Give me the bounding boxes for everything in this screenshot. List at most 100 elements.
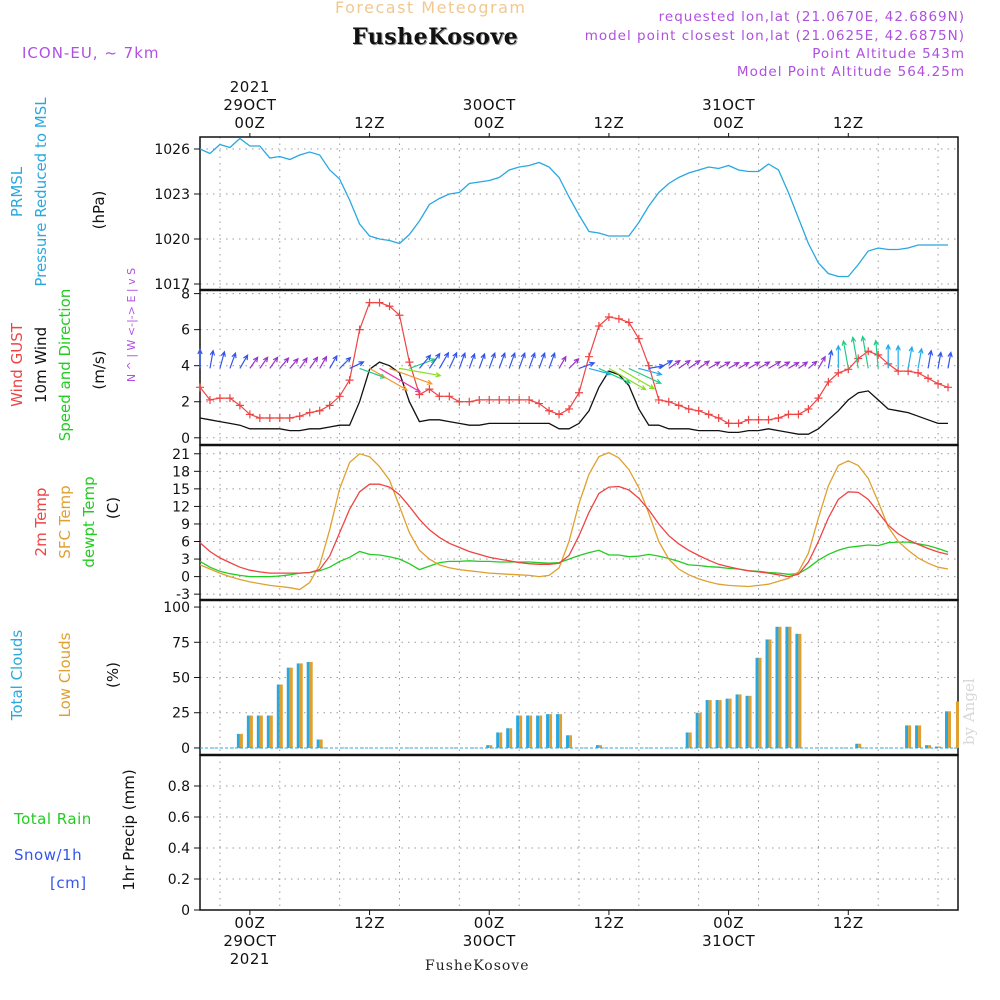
- total-cloud-bar: [286, 667, 290, 748]
- total-cloud-bar: [705, 700, 709, 748]
- precip-ylabel-text: 1hr Precip (mm): [120, 769, 138, 890]
- total-cloud-bar: [945, 711, 949, 748]
- cloud-ylabel-text: Low Clouds: [56, 632, 74, 717]
- gust-marker: [245, 410, 254, 419]
- gust-marker: [684, 404, 693, 413]
- gust-marker: [365, 298, 374, 307]
- sfc-line: [199, 451, 949, 591]
- rain-label: Total Rain: [13, 810, 92, 828]
- gust-marker: [754, 415, 763, 424]
- time-tick-label-bottom: 2021: [230, 950, 270, 968]
- y-tick-label: 6: [181, 535, 190, 551]
- low-cloud-bar: [758, 657, 762, 748]
- y-tick-label: 100: [163, 600, 190, 616]
- gust-marker: [764, 415, 773, 424]
- wind-direction-arrow: [229, 351, 237, 369]
- y-tick-label: 75: [172, 635, 190, 651]
- wind-direction-arrow: [299, 356, 308, 369]
- total-cloud-bar: [316, 739, 320, 748]
- wind-ylabel: Speed and Direction: [56, 289, 74, 442]
- gust-marker: [455, 397, 464, 406]
- gust-marker: [704, 410, 713, 419]
- pressure-ylabel: Pressure Reduced to MSL: [32, 97, 50, 287]
- low-cloud-bar: [938, 746, 942, 748]
- gust-marker: [225, 394, 234, 403]
- low-cloud-bar: [569, 735, 573, 748]
- wind-direction-arrow: [895, 344, 901, 369]
- gust-marker: [345, 376, 354, 385]
- footer-station-label: FusheKosove: [425, 958, 530, 974]
- temp-ylabel-text: 2m Temp: [32, 488, 50, 557]
- gust-marker: [535, 399, 544, 408]
- wind-direction-arrow: [329, 354, 338, 369]
- wind-direction-arrow: [438, 351, 450, 369]
- gust-marker: [934, 379, 943, 388]
- time-tick-label-top: 29OCT: [223, 96, 276, 114]
- gust-marker: [555, 410, 564, 419]
- meteogram-title: Forecast Meteogram: [335, 0, 527, 17]
- wind-direction-arrow: [389, 367, 434, 385]
- wind-direction-arrow: [728, 361, 740, 369]
- low-cloud-bar: [598, 745, 602, 748]
- total-cloud-bar: [725, 698, 729, 748]
- gust-marker: [694, 406, 703, 415]
- low-cloud-bar: [798, 633, 802, 748]
- wind-direction-arrow: [568, 357, 580, 369]
- time-tick-label-bottom: 12Z: [593, 914, 624, 932]
- wind-direction-arrow: [197, 348, 203, 369]
- pressure-ylabel-text: Pressure Reduced to MSL: [32, 97, 50, 287]
- total-cloud-bar: [516, 715, 520, 748]
- wind-direction-arrow: [718, 361, 731, 369]
- gust-marker: [804, 404, 813, 413]
- gust-marker: [854, 354, 863, 363]
- y-tick-label: 15: [172, 482, 190, 498]
- gust-marker: [525, 395, 534, 404]
- wind-direction-arrow: [841, 339, 849, 369]
- wind-ylabel-text: 10m Wind: [32, 327, 50, 403]
- y-tick-label: 0.4: [168, 841, 190, 857]
- low-cloud-bar: [509, 728, 513, 748]
- wind-direction-arrow: [269, 356, 279, 369]
- total-cloud-bar: [715, 700, 719, 748]
- low-cloud-bar: [718, 700, 722, 748]
- compass-legend: N ^ | W <-|-> E | v S: [125, 268, 138, 382]
- low-cloud-bar: [728, 698, 732, 748]
- total-cloud-bar: [246, 715, 250, 748]
- low-cloud-bar: [948, 711, 952, 748]
- low-cloud-bar: [908, 725, 912, 748]
- total-cloud-bar: [296, 663, 300, 748]
- wind-direction-arrow: [738, 361, 750, 369]
- precip-ylabel: 1hr Precip (mm): [120, 769, 138, 890]
- low-cloud-bar: [708, 700, 712, 748]
- y-tick-label: 2: [181, 395, 190, 411]
- gust-marker: [235, 401, 244, 410]
- y-tick-label: 0.2: [168, 872, 190, 888]
- panel-frame: [199, 289, 959, 446]
- total-cloud-bar: [915, 725, 919, 748]
- gust-marker: [744, 415, 753, 424]
- low-cloud-bar: [269, 715, 273, 748]
- gust-marker: [734, 419, 743, 428]
- gust-marker: [714, 413, 723, 422]
- low-cloud-bar: [529, 715, 533, 748]
- y-tick-label: 0.6: [168, 810, 190, 826]
- temp-ylabel: dewpt Temp: [80, 476, 98, 567]
- gust-marker: [375, 298, 384, 307]
- gust-marker: [584, 352, 593, 361]
- wind-ylabel: Wind GUST: [8, 322, 26, 407]
- wind-direction-arrow: [259, 356, 269, 369]
- wind-direction-arrow: [917, 347, 924, 369]
- wind-direction-arrow: [428, 352, 441, 369]
- wind-direction-arrow: [885, 343, 891, 369]
- temp-ylabel-text: SFC Temp: [56, 485, 74, 558]
- y-tick-label: 0: [181, 431, 190, 447]
- wind-direction-arrow: [798, 361, 809, 369]
- low-cloud-bar: [259, 715, 263, 748]
- time-tick-label-top: 12Z: [593, 114, 624, 132]
- time-tick-label-top: 00Z: [234, 114, 265, 132]
- wind-direction-arrow: [708, 361, 721, 369]
- y-tick-label: 6: [181, 323, 190, 339]
- closest-point-label: model point closest lon,lat (21.0625E, 4…: [584, 28, 965, 44]
- wind-ylabel: 10m Wind: [32, 327, 50, 403]
- low-cloud-bar: [319, 739, 323, 748]
